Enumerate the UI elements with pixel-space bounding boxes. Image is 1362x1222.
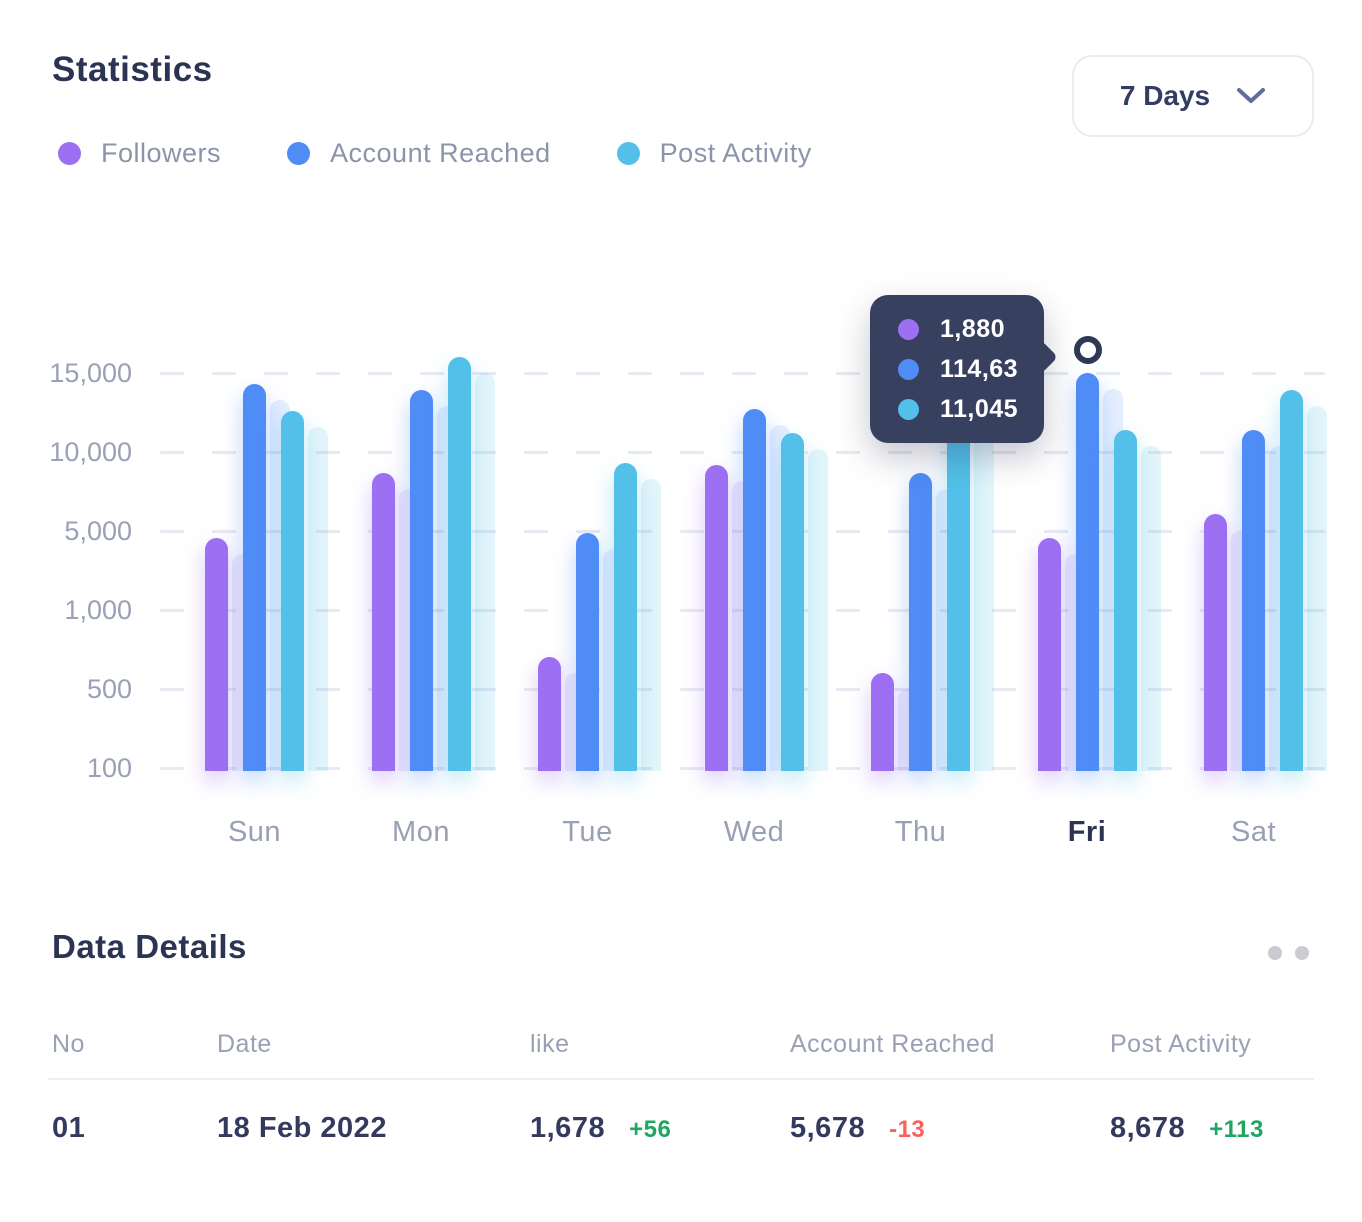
bar-followers[interactable] (1037, 537, 1085, 771)
tooltip-value: 1,880 (940, 314, 1006, 343)
y-axis-label: 1,000 (64, 595, 132, 625)
legend-dot-icon (287, 142, 311, 165)
bar-account-reached[interactable] (909, 472, 956, 771)
legend-dot-icon (58, 142, 81, 165)
bar-echo (308, 426, 328, 771)
bar-followers[interactable] (205, 537, 252, 771)
table-header-cell: like (530, 1030, 570, 1058)
legend: Followers Account Reached Post Activity (58, 138, 812, 169)
bar-post-activity[interactable] (447, 357, 495, 771)
bar-followers[interactable] (371, 472, 419, 771)
table-cell: 5,678 -13 (790, 1112, 1110, 1145)
gridline (160, 372, 1325, 375)
y-axis-label: 100 (86, 753, 132, 783)
table-cell-value: 8,678 (1110, 1112, 1186, 1144)
bar-followers[interactable] (1204, 513, 1251, 771)
bar-followers[interactable] (538, 657, 585, 771)
y-axis-label: 15,000 (49, 358, 132, 388)
x-axis-label: Sat (1230, 816, 1277, 848)
bar-post-activity[interactable] (947, 412, 994, 771)
delta-badge: +56 (629, 1116, 672, 1143)
bar-account-reached[interactable] (1242, 429, 1289, 771)
x-axis-label: Thu (894, 816, 947, 848)
bar-followers[interactable] (871, 673, 918, 771)
legend-item[interactable]: Followers (58, 138, 221, 169)
table-cell: 8,678 +113 (1110, 1112, 1310, 1145)
bar-post-activity[interactable] (1280, 390, 1327, 771)
bar-account-reached[interactable] (409, 390, 457, 771)
x-axis-label: Wed (723, 816, 785, 848)
bar-post-activity[interactable] (780, 433, 828, 771)
bar-followers[interactable] (704, 464, 752, 771)
tooltip-row: 1,880 (898, 315, 1044, 344)
bar-echo (974, 428, 994, 771)
pagination-dot[interactable] (1295, 946, 1309, 960)
table-cell-value: 18 Feb 2022 (217, 1112, 387, 1144)
x-axis-label: Sun (227, 816, 282, 848)
delta-badge: +113 (1209, 1116, 1264, 1143)
legend-dot-icon (616, 142, 640, 165)
table-header-cell: Date (217, 1030, 272, 1058)
bar-echo (474, 373, 495, 771)
y-axis-label: 5,000 (64, 516, 132, 546)
legend-item-label: Post Activity (659, 138, 812, 168)
table-header-cell: Account Reached (790, 1030, 995, 1058)
bar-post-activity[interactable] (281, 410, 328, 771)
table-header-row: No Date like Account Reached Post Activity (52, 1030, 1310, 1059)
legend-item[interactable]: Post Activity (616, 138, 812, 169)
bar-account-reached[interactable] (1075, 373, 1123, 771)
range-selector-button[interactable]: 7 Days (1072, 55, 1314, 137)
table-cell: 18 Feb 2022 (217, 1112, 530, 1145)
delta-badge: -13 (889, 1116, 926, 1143)
tooltip: 1,880 114,63 11,045 (870, 295, 1058, 443)
y-axis-label: 10,000 (49, 437, 132, 467)
bar-echo (1307, 406, 1327, 771)
tooltip-row: 11,045 (898, 395, 1044, 424)
chevron-down-icon (1237, 88, 1266, 103)
bar-chart: 100 500 1,000 5,000 10,000 15,000 Sun Mon Tue Wed… (0, 280, 1362, 848)
bar-post-activity[interactable] (614, 463, 661, 771)
x-axis-label: Fri (1067, 816, 1107, 848)
bar-post-activity[interactable] (1113, 429, 1161, 771)
table-cell-value: 01 (52, 1112, 86, 1144)
table-header-cell: No (52, 1030, 85, 1058)
x-axis-label: Mon (392, 816, 450, 848)
table-cell: 01 (52, 1112, 217, 1145)
table-divider (48, 1078, 1314, 1080)
bar-echo (807, 449, 828, 771)
bar-account-reached[interactable] (243, 384, 290, 771)
table-cell-value: 5,678 (790, 1112, 866, 1144)
tooltip-value: 11,045 (940, 394, 1019, 423)
page-title: Statistics (52, 50, 213, 89)
legend-item-label: Account Reached (330, 138, 551, 168)
pagination-dots (1268, 946, 1309, 960)
bar-account-reached[interactable] (742, 409, 790, 771)
tooltip-dot-icon (898, 318, 919, 340)
table-cell-value: 1,678 (530, 1112, 606, 1144)
pagination-dot[interactable] (1268, 946, 1282, 960)
tooltip-row: 114,63 (898, 355, 1044, 384)
bar-echo (641, 479, 661, 771)
table-cell: 1,678 +56 (530, 1112, 790, 1145)
tooltip-value: 114,63 (940, 354, 1019, 383)
tooltip-dot-icon (898, 398, 919, 420)
legend-item[interactable]: Account Reached (287, 138, 551, 169)
legend-item-label: Followers (101, 138, 222, 168)
y-axis-label: 500 (86, 674, 132, 704)
data-details-title: Data Details (52, 928, 247, 965)
bar-account-reached[interactable] (576, 532, 623, 771)
tooltip-dot-icon (898, 358, 919, 380)
table-header-cell: Post Activity (1110, 1030, 1252, 1058)
table-row: 01 18 Feb 2022 1,678 +56 5,678 -13 8,678 +113 (52, 1112, 1310, 1145)
active-point-marker-icon (1074, 336, 1102, 364)
bar-echo (1140, 445, 1161, 771)
x-axis-label: Tue (562, 816, 613, 848)
range-selector-label: 7 Days (1119, 80, 1211, 111)
